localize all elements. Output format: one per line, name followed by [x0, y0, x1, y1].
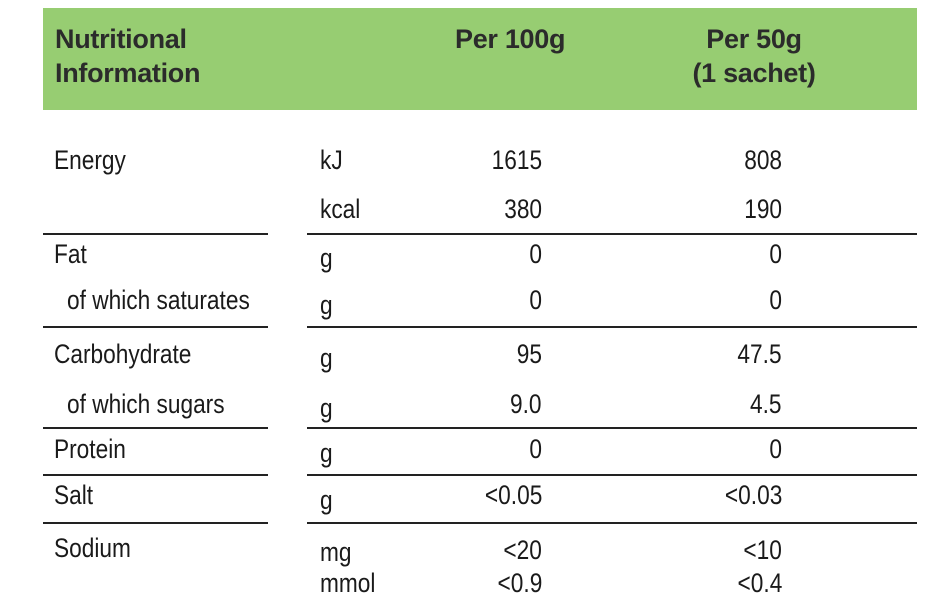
row-protein-per100: 0	[529, 434, 542, 464]
row-sodium-mg-per100: <20	[503, 535, 542, 565]
rule-right-2	[307, 326, 917, 328]
row-sodium-mg-unit: mg	[320, 537, 352, 567]
header-col-per-50g-line1: Per 50g	[706, 24, 802, 54]
row-carbohydrate-label: Carbohydrate	[54, 339, 192, 369]
rule-left-1	[43, 233, 268, 235]
row-energy-kcal-per100: 380	[504, 194, 542, 224]
header-title-line1: Nutritional	[55, 24, 187, 54]
row-salt-per100: <0.05	[484, 480, 542, 510]
row-energy-kj-unit: kJ	[320, 145, 343, 175]
header-col-per-50g-line2: (1 sachet)	[692, 58, 816, 88]
row-fat-unit: g	[320, 243, 333, 273]
row-salt-unit: g	[320, 485, 333, 515]
row-sugars-per50: 4.5	[750, 389, 782, 419]
row-fat-per100: 0	[529, 239, 542, 269]
row-fat-label: Fat	[54, 239, 87, 269]
table-header: Nutritional Information Per 100g Per 50g…	[43, 8, 917, 110]
rule-left-4	[43, 474, 268, 476]
row-sodium-mmol-per50: <0.4	[737, 568, 782, 598]
rule-right-3	[307, 427, 917, 429]
row-sugars-unit: g	[320, 393, 333, 423]
rule-right-5	[307, 522, 917, 524]
row-energy-kcal-unit: kcal	[320, 194, 361, 224]
rule-left-3	[43, 427, 268, 429]
row-sodium-mmol-per100: <0.9	[497, 568, 542, 598]
rule-right-4	[307, 474, 917, 476]
row-carbohydrate-per50: 47.5	[737, 339, 782, 369]
row-energy-label: Energy	[54, 145, 126, 175]
row-salt-label: Salt	[54, 480, 94, 510]
row-saturates-per100: 0	[529, 285, 542, 315]
row-protein-per50: 0	[769, 434, 782, 464]
row-energy-kcal-per50: 190	[744, 194, 782, 224]
header-title-line2: Information	[55, 58, 201, 88]
header-col-per-50g: Per 50g (1 sachet)	[688, 22, 820, 90]
rule-left-2	[43, 326, 268, 328]
row-carbohydrate-per100: 95	[516, 339, 542, 369]
header-col-per-100g: Per 100g	[455, 24, 566, 54]
row-fat-per50: 0	[769, 239, 782, 269]
row-sodium-mg-per50: <10	[743, 535, 782, 565]
row-sugars-per100: 9.0	[510, 389, 542, 419]
row-carbohydrate-unit: g	[320, 343, 333, 373]
row-protein-label: Protein	[54, 434, 126, 464]
row-saturates-unit: g	[320, 290, 333, 320]
row-salt-per50: <0.03	[724, 480, 782, 510]
row-sugars-label: of which sugars	[67, 389, 225, 419]
row-saturates-per50: 0	[769, 285, 782, 315]
row-energy-kj-per50: 808	[744, 145, 782, 175]
row-sodium-label: Sodium	[54, 533, 131, 563]
row-sodium-mmol-unit: mmol	[320, 568, 376, 598]
rule-right-1	[307, 233, 917, 235]
row-saturates-label: of which saturates	[67, 285, 250, 315]
row-protein-unit: g	[320, 438, 333, 468]
rule-left-5	[43, 522, 268, 524]
row-energy-kj-per100: 1615	[491, 145, 542, 175]
header-title: Nutritional Information	[55, 22, 200, 90]
